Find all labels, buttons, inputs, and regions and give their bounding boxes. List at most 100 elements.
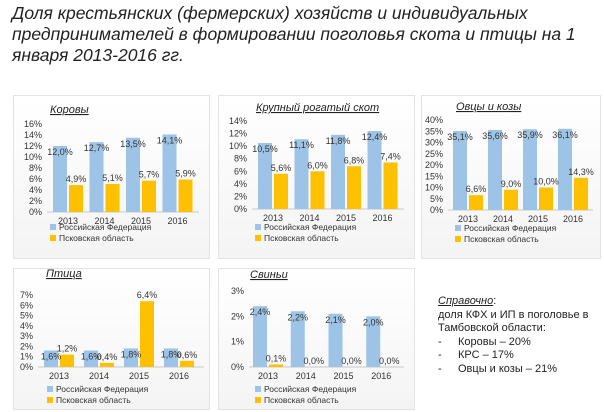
y-tick-label-sheep: 0% [430,205,443,215]
bar-cows-pskov-2013 [69,185,83,212]
data-label-cattle-rf: 10,5% [252,144,278,154]
bar-pigs-rf-2013 [253,306,267,367]
bar-cows-pskov-2016 [178,179,193,212]
data-label-cows-rf: 13,5% [120,139,146,149]
data-label-pigs-pskov: 0,0% [379,356,400,366]
y-tick-label-cattle: 10% [229,141,247,151]
x-tick-label-sheep: 2014 [493,214,513,224]
y-tick-label-cattle: 4% [234,179,247,189]
bar-poultry-rf-2014 [84,350,98,367]
y-tick-label-cattle: 6% [234,166,247,176]
data-label-poultry-pskov: 0,6% [177,350,198,360]
bar-sheep-rf-2016 [558,128,572,210]
bar-sheep-pskov-2013 [469,195,483,210]
y-tick-label-poultry: 0% [20,362,33,372]
data-label-poultry-pskov: 0,4% [97,352,118,362]
data-label-sheep-pskov: 9,0% [501,179,522,189]
bar-poultry-rf-2016 [164,348,178,367]
y-tick-label-cows: 6% [29,174,42,184]
y-tick-label-cows: 14% [24,130,42,140]
x-tick-label-cows: 2015 [131,216,151,226]
x-tick-label-poultry: 2013 [49,371,69,381]
legend-label-pskov-sheep: Псковская область [464,234,539,244]
x-tick-label-pigs: 2014 [296,371,316,381]
bar-pigs-rf-2014 [290,311,305,367]
y-tick-label-poultry: 7% [20,290,33,300]
data-label-cattle-pskov: 7,4% [380,151,401,161]
y-tick-label-sheep: 15% [425,171,443,181]
bar-sheep-pskov-2015 [539,187,553,210]
bar-cows-rf-2016 [162,134,177,212]
legend-swatch-rf-cows [50,224,56,230]
x-tick-label-poultry: 2015 [129,371,149,381]
bar-cows-pskov-2014 [105,183,120,212]
y-tick-label-cattle: 12% [229,129,247,139]
chart-title-cows: Коровы [50,104,89,116]
y-tick-label-cattle: 2% [234,191,247,201]
bar-cattle-pskov-2016 [383,162,398,209]
data-label-pigs-rf: 2,0% [363,317,384,327]
x-tick-label-sheep: 2015 [528,214,548,224]
bar-poultry-pskov-2014 [100,362,114,367]
y-tick-label-cattle: 8% [234,154,247,164]
chart-panel-poultry [13,268,210,410]
data-label-sheep-pskov: 14,3% [568,167,594,177]
data-label-poultry-pskov: 1,2% [57,344,78,354]
data-label-poultry-rf: 1,6% [81,352,102,362]
y-tick-label-poultry: 4% [20,321,33,331]
data-label-pigs-rf: 2,4% [250,307,271,317]
bar-pigs-rf-2015 [328,313,343,367]
bar-poultry-pskov-2016 [180,360,194,367]
bar-cows-pskov-2015 [142,180,156,212]
data-label-poultry-pskov: 6,4% [137,290,158,300]
x-tick-label-sheep: 2016 [563,214,583,224]
chart-title-cattle: Крупный рогатый скот [256,102,379,114]
legend-swatch-rf-poultry [47,386,53,392]
x-tick-label-cattle: 2014 [299,213,319,223]
y-tick-label-pigs: 0% [231,362,244,372]
page-title: Доля крестьянских (фермерских) хозяйств … [12,3,576,65]
y-tick-label-cows: 16% [24,119,42,129]
data-label-cattle-rf: 11,8% [326,136,351,146]
y-tick-label-cows: 2% [29,196,42,206]
bar-poultry-pskov-2015 [140,301,154,367]
y-tick-label-pigs: 3% [231,286,244,296]
x-tick-label-cows: 2014 [94,216,114,226]
chart-title-poultry: Птица [46,268,82,280]
legend-label-rf-poultry: Российская Федерация [56,384,149,394]
note-heading: Справочно [438,295,494,307]
chart-title-pigs: Свиньи [250,269,288,281]
legend-swatch-rf-pigs [255,386,261,392]
chart-title-sheep: Овцы и козы [456,101,521,113]
x-tick-label-pigs: 2016 [371,371,391,381]
legend-swatch-rf-cattle [255,224,261,230]
chart-panel-cows [13,95,210,259]
legend-label-rf-cattle: Российская Федерация [264,222,357,232]
data-label-cows-pskov: 5,1% [102,173,123,183]
bar-pigs-pskov-2013 [269,364,283,367]
y-tick-label-sheep: 35% [425,126,443,136]
bar-poultry-pskov-2013 [60,354,74,367]
y-tick-label-sheep: 25% [425,149,443,159]
data-label-cows-rf: 14,1% [157,135,183,145]
x-tick-label-cattle: 2015 [336,213,356,223]
bar-cows-rf-2014 [89,142,104,212]
data-label-cattle-rf: 11,1% [289,140,314,150]
legend-label-pskov-pigs: Псковская область [264,395,339,405]
data-label-pigs-rf: 2,1% [325,315,346,325]
x-tick-label-pigs: 2015 [333,371,353,381]
bar-cattle-pskov-2015 [347,166,361,209]
bar-cows-rf-2015 [126,137,140,212]
data-label-cattle-pskov: 5,6% [271,163,292,173]
bar-poultry-rf-2013 [44,350,58,367]
x-tick-label-sheep: 2013 [458,214,478,224]
y-tick-label-cows: 8% [29,163,42,173]
data-label-poultry-rf: 1,8% [121,349,142,359]
y-tick-label-cows: 4% [29,185,42,195]
x-tick-label-cows: 2016 [167,216,187,226]
bar-sheep-pskov-2016 [574,177,588,210]
legend-label-pskov-cattle: Псковская область [264,233,339,243]
y-tick-label-sheep: 30% [425,138,443,148]
bar-sheep-rf-2013 [453,131,467,210]
legend-swatch-pskov-cows [50,235,56,241]
